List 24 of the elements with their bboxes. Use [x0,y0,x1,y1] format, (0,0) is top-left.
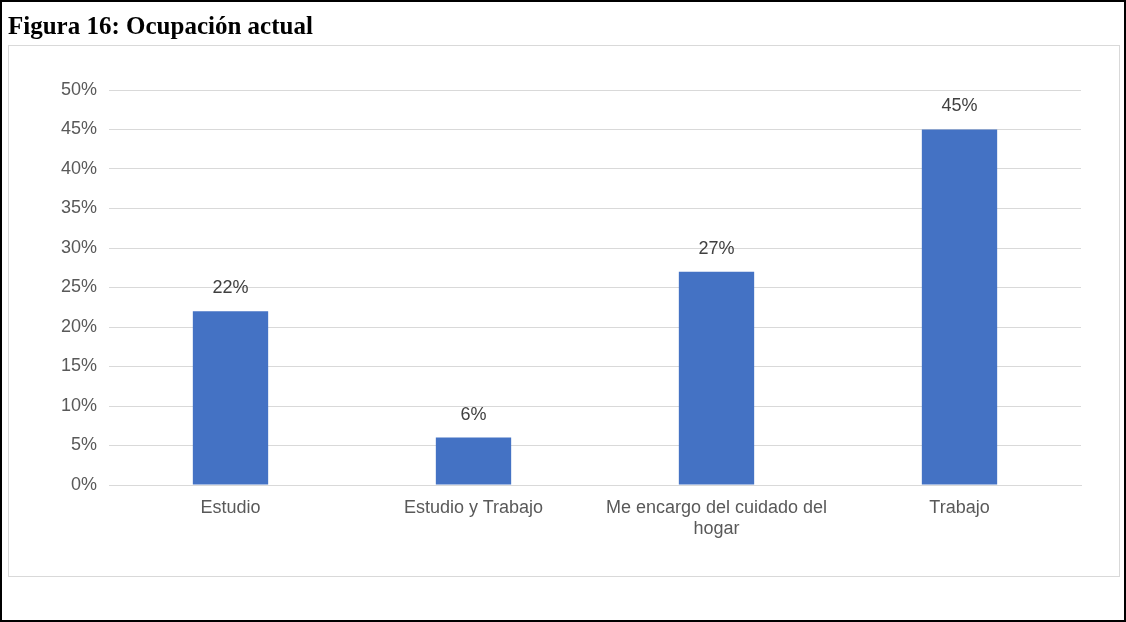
y-tick-label: 0% [70,473,97,494]
x-tick-label: Estudio [200,496,261,517]
y-tick-label: 25% [60,276,97,297]
chart-title: Figura 16: Ocupación actual [8,12,313,40]
bar [192,311,269,485]
y-tick-label: 50% [60,78,97,99]
y-tick-label: 20% [60,315,97,336]
x-tick-label: Trabajo [929,496,990,517]
x-tick-label: Me encargo del cuidado del hogar [605,496,828,539]
bar [921,129,998,485]
y-tick-label: 35% [60,197,97,218]
y-tick-label: 30% [60,236,97,257]
y-tick-label: 40% [60,157,97,178]
data-label: 45% [941,95,978,116]
y-tick-label: 10% [60,394,97,415]
bar [678,271,755,485]
y-tick-label: 5% [70,434,97,455]
bar [435,437,512,485]
data-label: 6% [460,403,487,424]
data-label: 27% [698,237,735,258]
data-label: 22% [212,277,249,298]
y-tick-label: 45% [60,118,97,139]
y-tick-label: 15% [60,355,97,376]
x-tick-label: Estudio y Trabajo [403,496,544,517]
